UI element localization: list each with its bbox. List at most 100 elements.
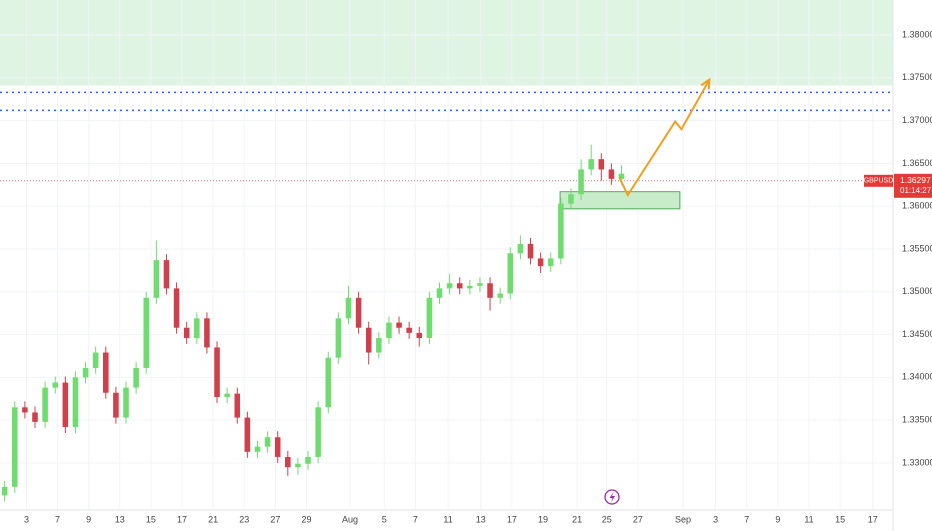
x-tick-label: 15 bbox=[835, 514, 845, 524]
candle-body bbox=[376, 338, 382, 353]
candle-body bbox=[52, 382, 59, 388]
candle-body bbox=[406, 327, 412, 333]
candle-body bbox=[588, 159, 594, 170]
candle-body bbox=[517, 243, 524, 254]
y-tick-label: 1.34500 bbox=[902, 329, 932, 339]
candle-body bbox=[103, 352, 109, 393]
candle-body bbox=[386, 322, 392, 339]
y-tick-label: 1.36500 bbox=[902, 158, 932, 168]
candle-body bbox=[11, 407, 18, 487]
symbol-tag-bg bbox=[864, 174, 893, 187]
candle-body bbox=[436, 288, 443, 298]
y-tick-label: 1.35500 bbox=[902, 243, 932, 253]
x-tick-label: Aug bbox=[342, 514, 358, 524]
y-tick-label: 1.33500 bbox=[902, 415, 932, 425]
x-tick-label: 5 bbox=[382, 514, 387, 524]
candle-body bbox=[244, 417, 251, 452]
candle-body bbox=[194, 318, 200, 339]
last-price-label: 1.36297 bbox=[900, 175, 931, 185]
x-tick-label: 3 bbox=[713, 514, 718, 524]
x-tick-label: Sep bbox=[675, 514, 691, 524]
candle-body bbox=[72, 377, 79, 427]
candle-body bbox=[547, 258, 554, 267]
x-tick-label: 7 bbox=[413, 514, 418, 524]
candle-body bbox=[1, 486, 8, 496]
candle-body bbox=[254, 446, 261, 452]
y-tick-label: 1.37000 bbox=[902, 115, 932, 125]
candle-body bbox=[426, 297, 433, 339]
candle-body bbox=[32, 412, 38, 422]
x-tick-label: 27 bbox=[270, 514, 280, 524]
x-tick-label: 7 bbox=[55, 514, 60, 524]
icon-bolt bbox=[609, 492, 615, 503]
candle-body bbox=[113, 392, 119, 418]
y-tick-label: 1.33000 bbox=[902, 457, 932, 467]
resistance-zone bbox=[0, 0, 893, 86]
lightning-icon[interactable] bbox=[604, 489, 620, 505]
candle-body bbox=[153, 260, 160, 298]
candle-body bbox=[264, 437, 271, 447]
x-tick-label: 11 bbox=[804, 514, 813, 524]
price-label-bg bbox=[894, 173, 932, 198]
candle-body bbox=[568, 194, 574, 204]
countdown-label: 01:14:27 bbox=[900, 186, 932, 195]
candle-body bbox=[82, 367, 89, 378]
x-tick-label: 23 bbox=[239, 514, 249, 524]
candle-body bbox=[274, 437, 281, 457]
candle-body bbox=[537, 258, 544, 267]
y-tick-label: 1.37500 bbox=[902, 72, 932, 82]
x-tick-label: 17 bbox=[177, 514, 187, 524]
x-tick-label: 7 bbox=[744, 514, 749, 524]
candle-body bbox=[214, 347, 220, 398]
symbol-tag: GBPUSD bbox=[864, 178, 894, 185]
x-tick-label: 13 bbox=[476, 514, 486, 524]
x-tick-label: 15 bbox=[146, 514, 156, 524]
candle-body bbox=[487, 283, 493, 298]
x-tick-label: 25 bbox=[602, 514, 612, 524]
candle-body bbox=[598, 159, 605, 170]
candle-body bbox=[456, 283, 463, 289]
candle-body bbox=[578, 169, 584, 195]
candle-body bbox=[527, 243, 534, 259]
candle-body bbox=[143, 297, 150, 368]
candle-body bbox=[305, 456, 311, 464]
x-tick-label: 9 bbox=[86, 514, 91, 524]
candle-body bbox=[22, 407, 28, 413]
candle-body bbox=[558, 203, 564, 259]
x-tick-label: 17 bbox=[868, 514, 878, 524]
candle-body bbox=[345, 297, 352, 319]
candle-body bbox=[477, 283, 483, 286]
candle-body bbox=[163, 260, 170, 289]
candle-body bbox=[396, 322, 402, 328]
forecast-path bbox=[618, 79, 711, 198]
x-tick-label: 27 bbox=[633, 514, 643, 524]
candle-body bbox=[608, 169, 615, 179]
candle-body bbox=[92, 352, 99, 368]
forecast-arrowhead bbox=[700, 77, 711, 90]
candle-body bbox=[173, 288, 180, 328]
candle-body bbox=[133, 367, 139, 388]
candle-body bbox=[365, 327, 372, 353]
candle-body bbox=[446, 283, 453, 289]
x-tick-label: 9 bbox=[775, 514, 780, 524]
candle-body bbox=[285, 456, 291, 468]
candle-body bbox=[234, 393, 241, 418]
candle-body bbox=[62, 382, 69, 427]
plot-area bbox=[0, 0, 893, 510]
support-zone bbox=[559, 191, 681, 210]
x-tick-label: 3 bbox=[24, 514, 29, 524]
candle-body bbox=[295, 463, 301, 468]
candle-body bbox=[123, 387, 129, 418]
y-tick-label: 1.36000 bbox=[902, 201, 932, 211]
candle-body bbox=[335, 318, 342, 358]
candle-body bbox=[315, 407, 321, 457]
candle-body bbox=[497, 293, 503, 298]
x-tick-label: 19 bbox=[538, 514, 548, 524]
x-tick-label: 21 bbox=[572, 514, 582, 524]
candle-body bbox=[618, 173, 625, 179]
candle-body bbox=[416, 332, 423, 339]
y-tick-label: 1.38000 bbox=[902, 29, 932, 39]
candle-body bbox=[204, 318, 210, 348]
